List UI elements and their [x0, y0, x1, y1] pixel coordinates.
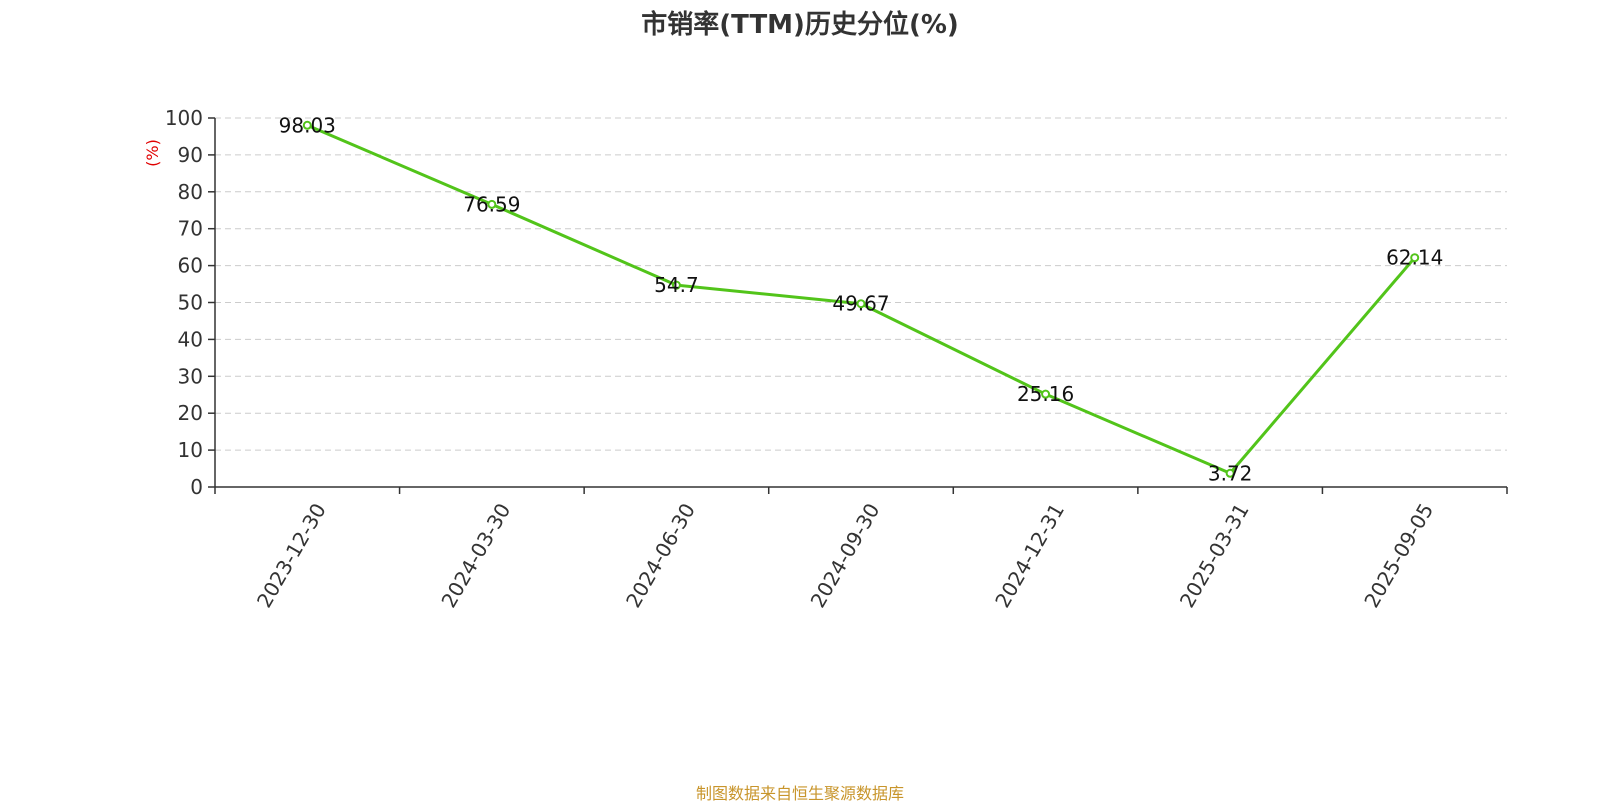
y-tick-label: 30: [178, 364, 203, 388]
data-point: [1041, 389, 1051, 399]
x-axis-ticks: 2023-12-30 2024-03-30 2024-06-30 2024-09-30…: [214, 487, 1508, 612]
data-point: [487, 199, 497, 209]
data-label: 25.16: [1017, 382, 1074, 406]
y-tick-label: 80: [178, 180, 203, 204]
x-tick-label: 2025-09-05: [1359, 499, 1438, 612]
x-tick-label: 2024-06-30: [621, 499, 700, 612]
data-point: [1225, 468, 1235, 478]
y-tick-label: 10: [178, 438, 203, 462]
y-axis-ticks: 0 10 20 30 40 50 60 70 80 90 100: [165, 106, 215, 499]
x-tick-label: 2024-03-30: [436, 499, 515, 612]
data-labels: 98.03 76.59 54.7 49.67 25.16 3.72 62.14: [279, 113, 1444, 485]
data-point: [1410, 253, 1420, 263]
data-point: [302, 120, 312, 130]
chart-title: 市销率(TTM)历史分位(%): [641, 10, 959, 40]
data-label: 76.59: [463, 192, 520, 216]
data-point: [856, 299, 866, 309]
x-tick-label: 2024-12-31: [990, 499, 1069, 612]
y-tick-label: 40: [178, 327, 203, 351]
y-tick-label: 90: [178, 143, 203, 167]
y-tick-label: 20: [178, 401, 203, 425]
x-tick-label: 2024-09-30: [806, 499, 885, 612]
series-group: [302, 120, 1420, 478]
data-point: [671, 280, 681, 290]
data-label: 62.14: [1386, 246, 1443, 270]
y-tick-label: 50: [178, 291, 203, 315]
data-label: 98.03: [279, 113, 336, 137]
data-label: 49.67: [832, 292, 889, 316]
data-label: 54.7: [654, 273, 699, 297]
y-tick-label: 100: [165, 106, 203, 130]
x-tick-label: 2023-12-30: [252, 499, 331, 612]
y-axis-label: (%): [143, 139, 162, 167]
y-tick-label: 0: [190, 475, 203, 499]
y-tick-label: 70: [178, 217, 203, 241]
x-tick-label: 2025-03-31: [1175, 499, 1254, 612]
data-label: 3.72: [1208, 461, 1253, 485]
y-tick-label: 60: [178, 254, 203, 278]
data-source-note: 制图数据来自恒生聚源数据库: [695, 784, 904, 803]
